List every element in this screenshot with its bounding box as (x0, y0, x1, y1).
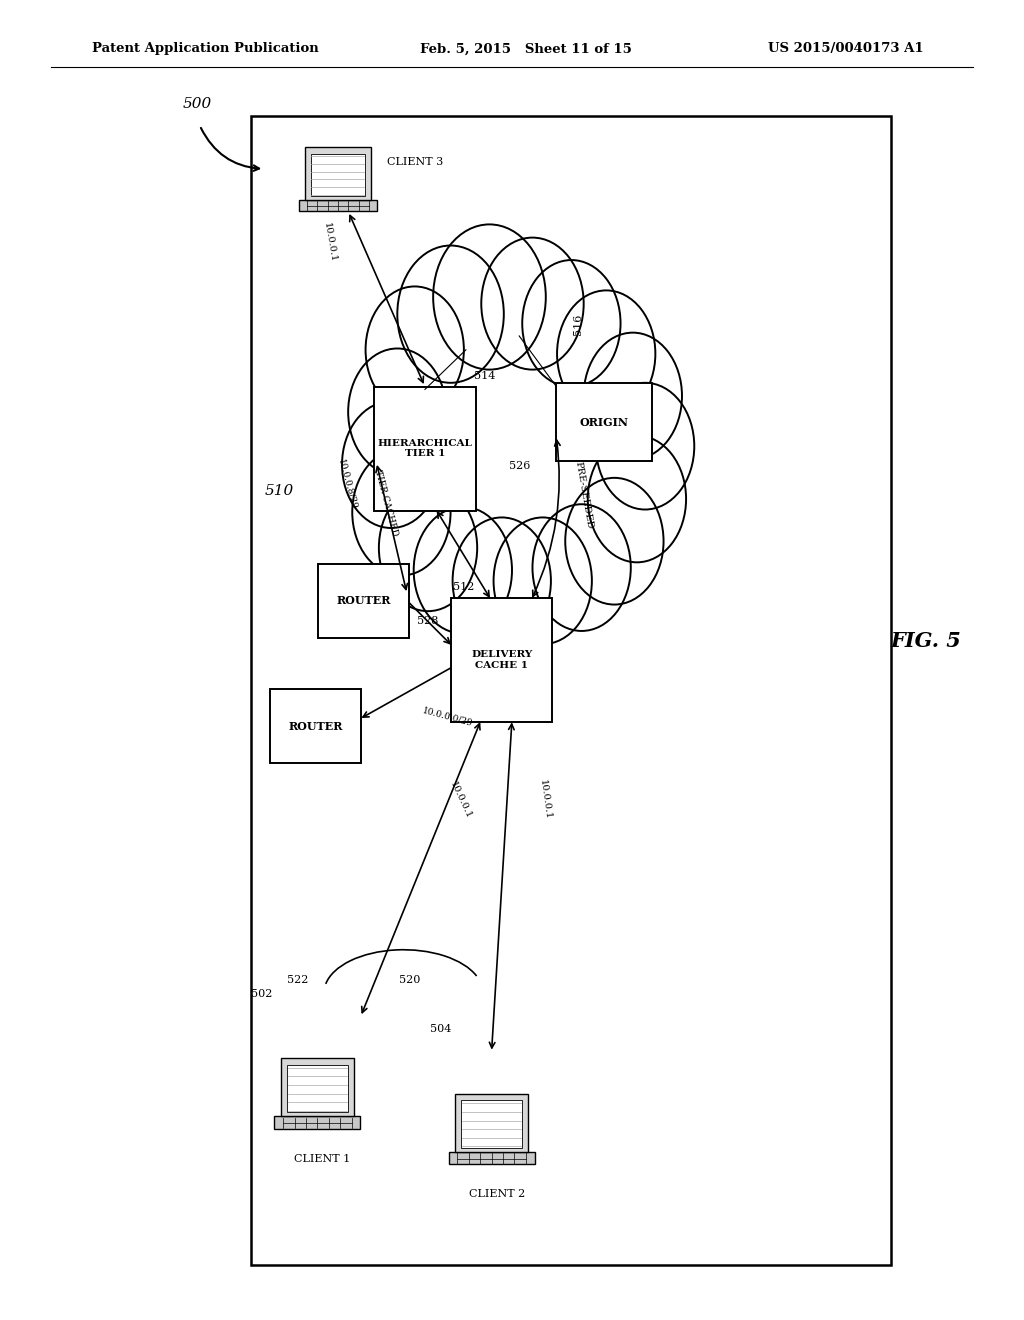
FancyBboxPatch shape (449, 1152, 535, 1164)
Text: CLIENT 2: CLIENT 2 (469, 1189, 524, 1200)
Circle shape (397, 246, 504, 383)
Circle shape (414, 507, 512, 634)
Text: 502: 502 (251, 989, 272, 999)
Text: ROUTER: ROUTER (288, 721, 343, 731)
Circle shape (584, 333, 682, 459)
Text: CLIENT 3: CLIENT 3 (387, 157, 443, 168)
Text: US 2015/0040173 A1: US 2015/0040173 A1 (768, 42, 924, 55)
Text: Patent Application Publication: Patent Application Publication (92, 42, 318, 55)
Text: 514: 514 (474, 371, 496, 381)
Text: 520: 520 (399, 975, 420, 986)
Text: 10.0.0.1: 10.0.0.1 (449, 780, 473, 821)
Circle shape (379, 484, 477, 611)
FancyBboxPatch shape (462, 1101, 521, 1147)
Text: ORIGIN: ORIGIN (580, 417, 629, 428)
FancyBboxPatch shape (556, 383, 652, 461)
Text: 500: 500 (182, 98, 212, 111)
Circle shape (532, 504, 631, 631)
Text: 10.0.0.0/29: 10.0.0.0/29 (422, 706, 474, 729)
Circle shape (588, 436, 686, 562)
Circle shape (352, 449, 451, 576)
Text: HIERARCHICAL
TIER 1: HIERARCHICAL TIER 1 (378, 440, 472, 458)
Text: 528: 528 (418, 616, 438, 627)
Text: 512: 512 (453, 582, 474, 593)
Text: DELIVERY
CACHE 1: DELIVERY CACHE 1 (471, 651, 532, 669)
Text: 10.0.0.1: 10.0.0.1 (538, 779, 552, 821)
Circle shape (565, 478, 664, 605)
Text: 510: 510 (264, 484, 294, 498)
Text: 522: 522 (287, 975, 308, 986)
Circle shape (433, 224, 546, 370)
FancyBboxPatch shape (305, 148, 371, 201)
FancyBboxPatch shape (375, 387, 475, 511)
Text: 504: 504 (430, 1024, 452, 1035)
Ellipse shape (389, 306, 651, 570)
FancyBboxPatch shape (317, 564, 410, 638)
Circle shape (481, 238, 584, 370)
Text: Feb. 5, 2015   Sheet 11 of 15: Feb. 5, 2015 Sheet 11 of 15 (420, 42, 632, 55)
Circle shape (453, 517, 551, 644)
Circle shape (596, 383, 694, 510)
FancyBboxPatch shape (310, 153, 366, 197)
Circle shape (342, 401, 440, 528)
Circle shape (522, 260, 621, 387)
Circle shape (494, 517, 592, 644)
Text: FIG. 5: FIG. 5 (891, 631, 962, 651)
Text: 526: 526 (509, 461, 530, 471)
Text: PRE-SEEDED: PRE-SEEDED (573, 461, 594, 531)
FancyBboxPatch shape (274, 1117, 360, 1129)
FancyBboxPatch shape (455, 1094, 528, 1152)
FancyBboxPatch shape (451, 598, 553, 722)
FancyBboxPatch shape (270, 689, 361, 763)
Text: 516: 516 (573, 313, 584, 335)
Text: 10.0.0.1: 10.0.0.1 (322, 222, 338, 264)
FancyBboxPatch shape (251, 116, 891, 1265)
Circle shape (366, 286, 464, 413)
Text: 10.0.0.8/29: 10.0.0.8/29 (337, 458, 358, 511)
FancyBboxPatch shape (281, 1059, 354, 1117)
Text: CLIENT 1: CLIENT 1 (295, 1154, 350, 1164)
Text: TIER CACHED: TIER CACHED (374, 469, 399, 537)
FancyBboxPatch shape (288, 1065, 347, 1111)
FancyBboxPatch shape (299, 201, 377, 211)
Circle shape (557, 290, 655, 417)
Circle shape (348, 348, 446, 475)
Text: ROUTER: ROUTER (336, 595, 391, 606)
